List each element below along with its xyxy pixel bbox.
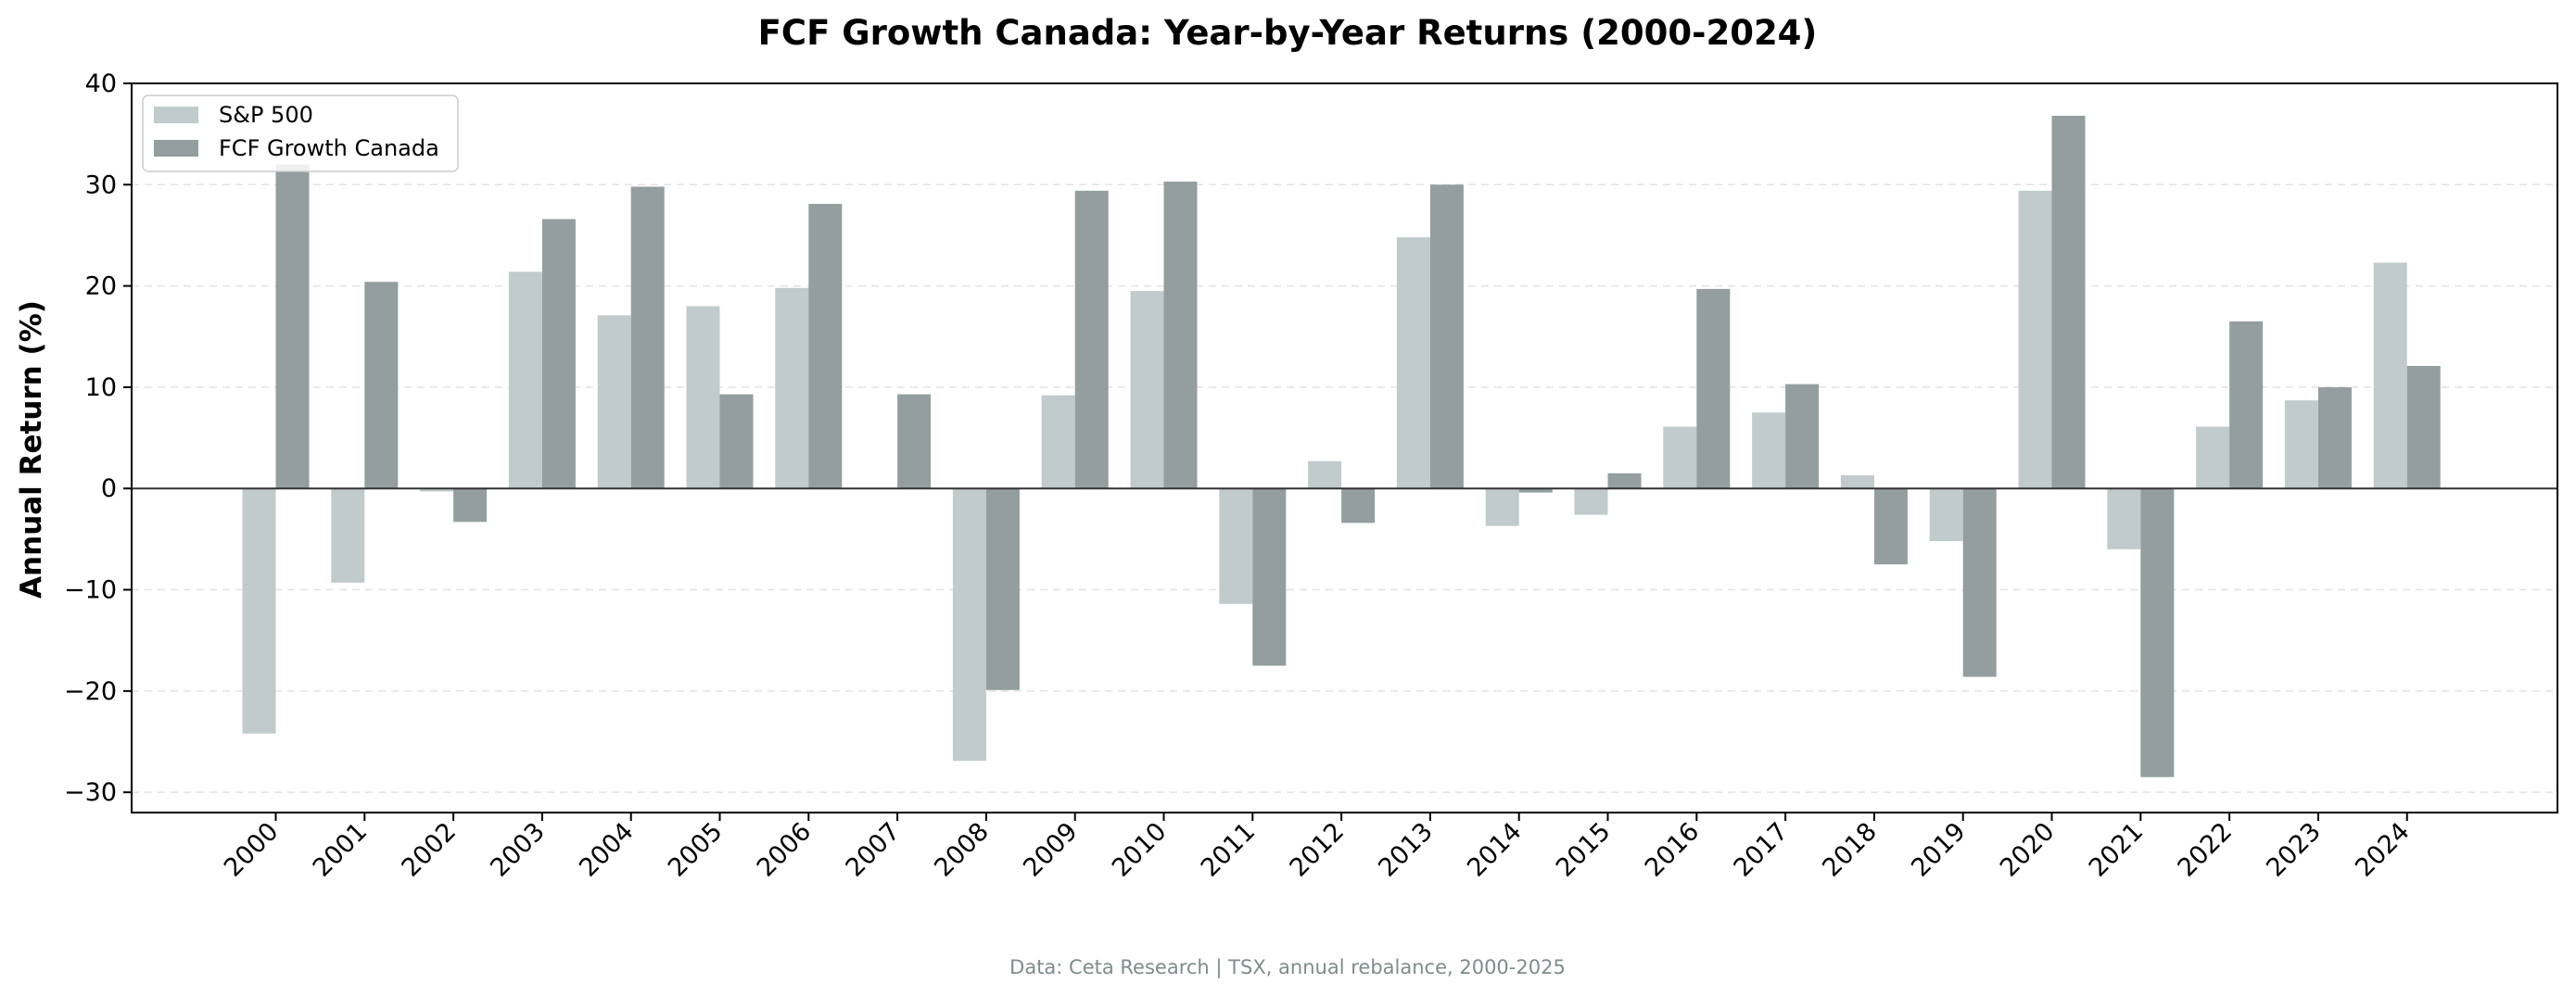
bar-fcf-growth-canada-2005	[719, 394, 754, 489]
bar-fcf-growth-canada-2012	[1341, 488, 1376, 523]
bar-sp500-2004	[597, 315, 631, 489]
x-tick-label-2003: 2003	[485, 817, 551, 883]
bar-sp500-2017	[1752, 412, 1786, 489]
bar-sp500-2016	[1663, 426, 1697, 489]
bars	[242, 115, 2441, 777]
x-tick-label-2016: 2016	[1640, 817, 1706, 883]
bar-sp500-2018	[1840, 475, 1874, 489]
x-tick-label-2018: 2018	[1817, 817, 1883, 883]
y-tick-label: −10	[64, 576, 117, 605]
bar-fcf-growth-canada-2009	[1074, 190, 1109, 489]
bar-fcf-growth-canada-2010	[1163, 182, 1198, 489]
bar-sp500-2008	[952, 488, 986, 762]
bar-sp500-2011	[1219, 488, 1253, 604]
x-tick-label-2004: 2004	[574, 817, 640, 883]
bar-fcf-growth-canada-2020	[2051, 115, 2086, 489]
bar-fcf-growth-canada-2007	[897, 394, 932, 489]
y-tick-label: 20	[85, 272, 117, 301]
bar-fcf-growth-canada-2024	[2406, 365, 2441, 489]
y-tick-label: 30	[85, 170, 117, 199]
legend-label-sp500: S&P 500	[219, 102, 313, 128]
legend: S&P 500 FCF Growth Canada	[142, 95, 459, 172]
bar-fcf-growth-canada-2019	[1962, 488, 1997, 677]
x-axis: 2000 2001 2002 2003 2004 2005 2006 2007 2008 2009…	[219, 813, 2416, 883]
bar-sp500-2024	[2373, 262, 2407, 489]
y-tick-label: 40	[85, 69, 117, 98]
x-tick-label-2015: 2015	[1551, 817, 1617, 883]
bar-sp500-2001	[331, 488, 365, 583]
bar-fcf-growth-canada-2014	[1518, 488, 1553, 493]
bar-sp500-2015	[1574, 488, 1608, 515]
x-tick-label-2013: 2013	[1373, 817, 1439, 883]
bar-sp500-2014	[1485, 488, 1519, 526]
x-tick-label-2020: 2020	[1995, 817, 2061, 883]
x-tick-label-2024: 2024	[2350, 817, 2416, 883]
x-tick-label-2001: 2001	[308, 817, 374, 883]
y-axis: 40 30 20 10 0 −10 −20 −30	[64, 69, 132, 807]
legend-swatch-fcf-growth-canada	[154, 140, 198, 157]
x-tick-label-2007: 2007	[841, 817, 907, 883]
bar-fcf-growth-canada-2000	[275, 164, 310, 489]
gridlines	[132, 82, 2557, 793]
bar-fcf-growth-canada-2004	[630, 186, 665, 489]
y-tick-label: 10	[85, 373, 117, 402]
y-tick-label: −30	[64, 778, 117, 807]
x-tick-label-2006: 2006	[752, 817, 818, 883]
bar-fcf-growth-canada-2022	[2229, 321, 2264, 489]
bar-sp500-2000	[242, 488, 276, 734]
x-tick-label-2011: 2011	[1196, 817, 1262, 883]
bar-fcf-growth-canada-2017	[1785, 384, 1820, 489]
bar-sp500-2010	[1130, 291, 1164, 489]
bar-sp500-2013	[1396, 237, 1430, 489]
chart-title: FCF Growth Canada: Year-by-Year Returns …	[758, 13, 1818, 53]
bar-fcf-growth-canada-2015	[1607, 473, 1642, 489]
bar-fcf-growth-canada-2003	[541, 219, 576, 489]
bar-fcf-growth-canada-2023	[2317, 386, 2352, 489]
bar-sp500-2012	[1308, 460, 1342, 489]
bar-sp500-2006	[775, 287, 809, 489]
bar-fcf-growth-canada-2011	[1252, 488, 1287, 666]
x-tick-label-2005: 2005	[663, 817, 729, 883]
bar-fcf-growth-canada-2021	[2140, 488, 2175, 777]
x-tick-label-2021: 2021	[2084, 817, 2150, 883]
x-tick-label-2012: 2012	[1285, 817, 1351, 883]
bar-fcf-growth-canada-2018	[1873, 488, 1908, 565]
y-tick-label: 0	[101, 474, 117, 503]
x-tick-label-2008: 2008	[929, 817, 995, 883]
bar-sp500-2020	[2018, 190, 2052, 489]
x-tick-label-2014: 2014	[1462, 817, 1528, 883]
bar-sp500-2002	[420, 488, 454, 492]
bar-fcf-growth-canada-2008	[985, 488, 1020, 690]
y-tick-label: −20	[64, 677, 117, 706]
x-tick-label-2000: 2000	[219, 817, 285, 883]
bar-sp500-2005	[686, 306, 720, 489]
bar-sp500-2019	[1929, 488, 1963, 542]
bar-fcf-growth-canada-2016	[1696, 288, 1731, 489]
source-note: Data: Ceta Research | TSX, annual rebala…	[1009, 956, 1566, 979]
x-tick-label-2017: 2017	[1729, 817, 1795, 883]
bar-sp500-2021	[2107, 488, 2141, 549]
legend-box	[142, 95, 459, 172]
bar-fcf-growth-canada-2006	[808, 204, 843, 489]
bar-sp500-2009	[1041, 395, 1075, 489]
x-tick-label-2009: 2009	[1018, 817, 1084, 883]
bar-fcf-growth-canada-2013	[1429, 184, 1464, 489]
x-tick-label-2002: 2002	[397, 817, 463, 883]
x-tick-label-2022: 2022	[2173, 817, 2239, 883]
x-tick-label-2010: 2010	[1107, 817, 1173, 883]
legend-label-fcf-growth-canada: FCF Growth Canada	[219, 135, 439, 161]
bar-fcf-growth-canada-2002	[453, 488, 488, 523]
bar-sp500-2003	[508, 271, 542, 489]
y-axis-label: Annual Return (%)	[15, 300, 48, 599]
x-tick-label-2023: 2023	[2261, 817, 2327, 883]
legend-swatch-sp500	[154, 107, 198, 123]
bar-sp500-2022	[2196, 426, 2230, 489]
x-tick-label-2019: 2019	[1906, 817, 1972, 883]
bar-fcf-growth-canada-2001	[364, 282, 399, 489]
bar-sp500-2023	[2284, 400, 2318, 489]
plot-frame	[131, 82, 2558, 813]
